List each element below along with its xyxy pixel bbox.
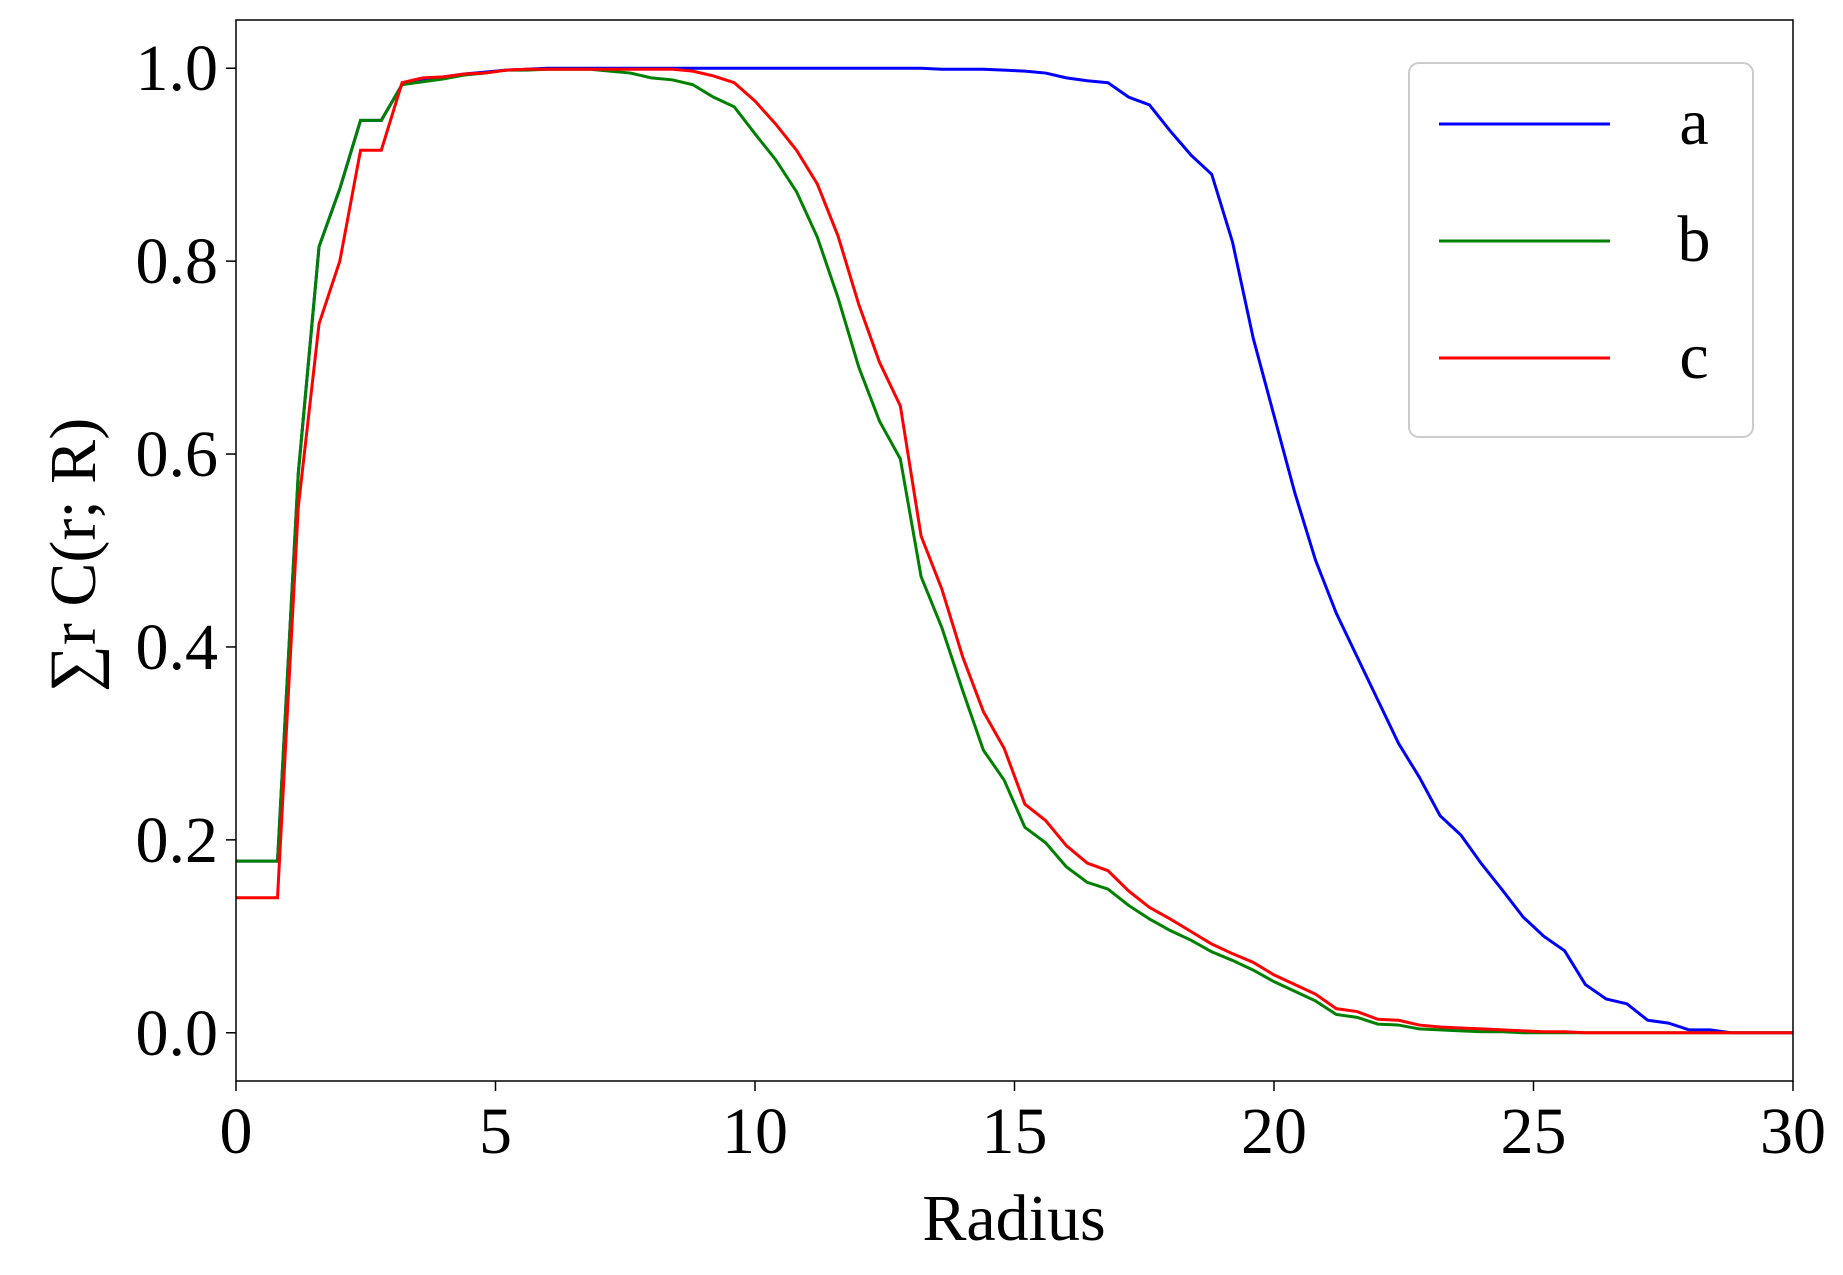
y-tick-label: 0.6 — [136, 418, 219, 491]
y-tick-label: 0.4 — [136, 611, 219, 684]
x-tick-label: 20 — [1241, 1095, 1307, 1168]
legend-label: c — [1679, 320, 1708, 393]
x-tick-label: 10 — [722, 1095, 788, 1168]
legend-label: a — [1679, 86, 1708, 159]
y-axis-label: ∑r C(r; R) — [37, 418, 110, 692]
y-tick-label: 0.2 — [136, 804, 219, 877]
legend-label: b — [1678, 203, 1711, 276]
plot-frame — [235, 19, 1794, 1082]
x-tick-label: 25 — [1501, 1095, 1567, 1168]
y-tick-label: 0.0 — [136, 997, 219, 1070]
x-tick-label: 30 — [1760, 1095, 1826, 1168]
y-tick-label: 0.8 — [136, 225, 219, 298]
y-tick-label: 1.0 — [136, 32, 219, 105]
line — [236, 67, 1793, 1035]
x-axis-label: Radius — [922, 1182, 1105, 1255]
legend-box — [1408, 62, 1754, 438]
x-tick-label: 5 — [479, 1095, 512, 1168]
x-tick-label: 15 — [982, 1095, 1048, 1168]
x-tick-label: 0 — [220, 1095, 253, 1168]
